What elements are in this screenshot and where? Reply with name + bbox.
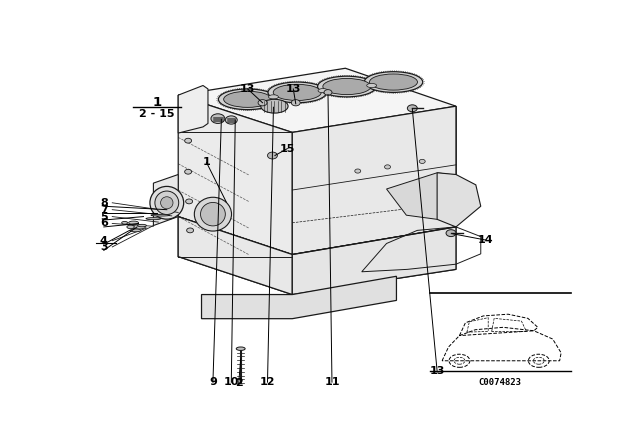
Text: 14: 14 — [478, 235, 493, 245]
Text: 15: 15 — [280, 144, 295, 154]
Circle shape — [187, 228, 193, 233]
Polygon shape — [292, 227, 456, 294]
Text: 8: 8 — [100, 198, 108, 208]
Polygon shape — [292, 106, 456, 254]
Circle shape — [291, 99, 300, 106]
Text: 9: 9 — [209, 377, 217, 387]
Text: 13: 13 — [285, 84, 301, 94]
Text: 2 - 15: 2 - 15 — [139, 109, 175, 119]
Ellipse shape — [273, 84, 321, 100]
Text: 3: 3 — [100, 242, 108, 252]
Circle shape — [324, 90, 332, 95]
Circle shape — [419, 159, 425, 164]
Text: 6: 6 — [100, 219, 108, 228]
Text: 2: 2 — [235, 378, 243, 388]
Circle shape — [385, 165, 390, 169]
Ellipse shape — [132, 225, 145, 229]
Text: 1: 1 — [203, 157, 211, 168]
Ellipse shape — [218, 89, 277, 110]
Circle shape — [268, 152, 277, 159]
Ellipse shape — [200, 202, 225, 226]
Polygon shape — [178, 68, 456, 133]
Ellipse shape — [130, 229, 141, 232]
Ellipse shape — [318, 89, 328, 93]
Polygon shape — [178, 216, 292, 294]
Text: 13: 13 — [429, 366, 445, 376]
Circle shape — [355, 169, 361, 173]
Polygon shape — [437, 173, 481, 227]
Polygon shape — [178, 216, 292, 294]
Ellipse shape — [236, 347, 245, 350]
Ellipse shape — [151, 214, 170, 216]
Text: 5: 5 — [100, 211, 108, 222]
Polygon shape — [178, 86, 208, 133]
Text: 10: 10 — [223, 377, 239, 387]
Ellipse shape — [146, 218, 161, 220]
Ellipse shape — [150, 186, 184, 219]
Circle shape — [185, 169, 191, 174]
Circle shape — [258, 99, 267, 106]
Ellipse shape — [122, 221, 127, 224]
Circle shape — [446, 230, 456, 237]
Ellipse shape — [223, 91, 271, 108]
Circle shape — [185, 138, 191, 143]
Polygon shape — [387, 173, 456, 220]
Ellipse shape — [129, 221, 138, 224]
Ellipse shape — [268, 82, 326, 103]
Text: 11: 11 — [324, 377, 340, 387]
Circle shape — [186, 199, 193, 204]
Ellipse shape — [369, 74, 417, 90]
Ellipse shape — [367, 83, 376, 87]
Ellipse shape — [317, 76, 376, 97]
Ellipse shape — [138, 224, 147, 227]
Text: 7: 7 — [100, 205, 108, 215]
Ellipse shape — [323, 78, 371, 95]
Text: 12: 12 — [260, 377, 275, 387]
Circle shape — [211, 114, 225, 124]
Ellipse shape — [161, 197, 173, 209]
Circle shape — [225, 116, 237, 124]
Text: 1: 1 — [152, 95, 161, 108]
Ellipse shape — [364, 72, 423, 92]
Polygon shape — [154, 174, 178, 225]
Ellipse shape — [127, 225, 134, 228]
Ellipse shape — [155, 191, 179, 215]
Text: 4: 4 — [100, 236, 108, 246]
Ellipse shape — [195, 197, 232, 231]
Polygon shape — [292, 227, 456, 294]
Circle shape — [408, 105, 417, 112]
Polygon shape — [178, 95, 292, 254]
Text: C0074823: C0074823 — [479, 378, 522, 387]
Polygon shape — [202, 276, 396, 319]
Ellipse shape — [269, 95, 278, 99]
Ellipse shape — [260, 99, 288, 113]
Text: 13: 13 — [240, 84, 255, 94]
